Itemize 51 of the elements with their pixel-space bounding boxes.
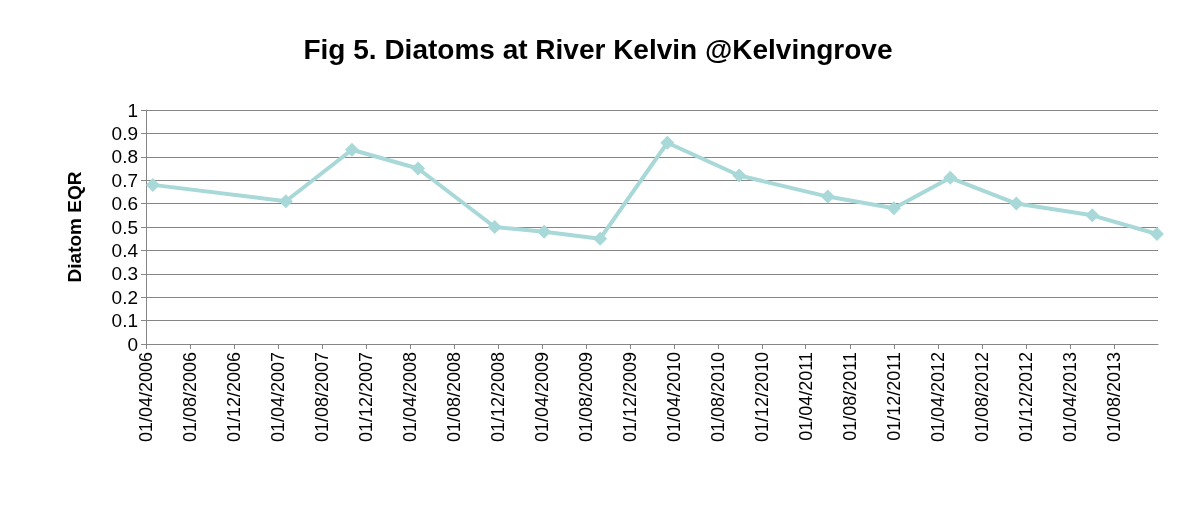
y-tick-label: 0.2	[111, 286, 138, 308]
point	[411, 161, 426, 176]
y-tick-label: 0.8	[111, 146, 138, 168]
x-tick-label: 01/08/2011	[839, 352, 860, 441]
x-tick-label: 01/12/2007	[356, 352, 377, 443]
x-tick-label: 01/04/2008	[400, 352, 421, 443]
x-tick-label: 01/12/2008	[488, 352, 509, 443]
point	[1009, 196, 1024, 211]
point	[820, 189, 835, 204]
y-tick-label: 0.9	[111, 122, 138, 144]
x-tick-label: 01/12/2012	[1016, 352, 1037, 443]
x-tick-label: 01/08/2009	[576, 352, 597, 443]
y-tick-label: 0	[127, 333, 138, 355]
point	[344, 142, 359, 157]
x-tick-label: 01/12/2009	[620, 352, 641, 443]
x-tick-label: 01/04/2009	[531, 352, 552, 443]
x-tick-label: 01/12/2010	[752, 352, 773, 443]
y-tick-label: 0.6	[111, 193, 138, 215]
point	[537, 224, 552, 239]
x-tick-label: 01/08/2012	[972, 352, 993, 443]
y-tick-label: 0.5	[111, 216, 138, 238]
y-tick-label: 1	[127, 99, 138, 121]
point	[487, 220, 502, 234]
x-tick-label: 01/04/2012	[927, 352, 948, 443]
point	[886, 201, 901, 216]
x-tick-label: 01/04/2010	[663, 352, 684, 443]
x-tick-label: 01/08/2007	[311, 352, 332, 443]
x-tick-label: 01/04/2011	[795, 352, 816, 441]
point	[732, 168, 747, 183]
point	[593, 231, 608, 246]
chart-title: Fig 5. Diatoms at River Kelvin @Kelvingrove	[303, 33, 893, 65]
point	[1085, 208, 1100, 223]
point	[1149, 227, 1164, 242]
point	[943, 170, 958, 185]
x-tick-label: 01/04/2006	[136, 352, 156, 443]
point	[660, 135, 675, 150]
y-tick-label: 0.4	[111, 239, 139, 261]
x-tick-label: 01/04/2013	[1059, 352, 1080, 443]
y-tick-label: 0.3	[111, 263, 138, 285]
x-tick-label: 01/08/2013	[1103, 352, 1124, 443]
x-tick-label: 01/12/2006	[224, 352, 245, 443]
y-tick-label: 0.1	[111, 310, 138, 332]
x-tick-label: 01/08/2006	[180, 352, 201, 443]
point	[145, 177, 160, 192]
point	[278, 194, 293, 209]
x-tick-label: 01/08/2010	[707, 352, 728, 443]
x-tick-label: 01/08/2008	[444, 352, 465, 443]
x-tick-label: 01/04/2007	[267, 352, 288, 443]
x-tick-label: 01/12/2011	[883, 352, 904, 441]
y-tick-label: 0.7	[111, 169, 138, 191]
y-axis-title: Diatom EQR	[64, 171, 85, 283]
